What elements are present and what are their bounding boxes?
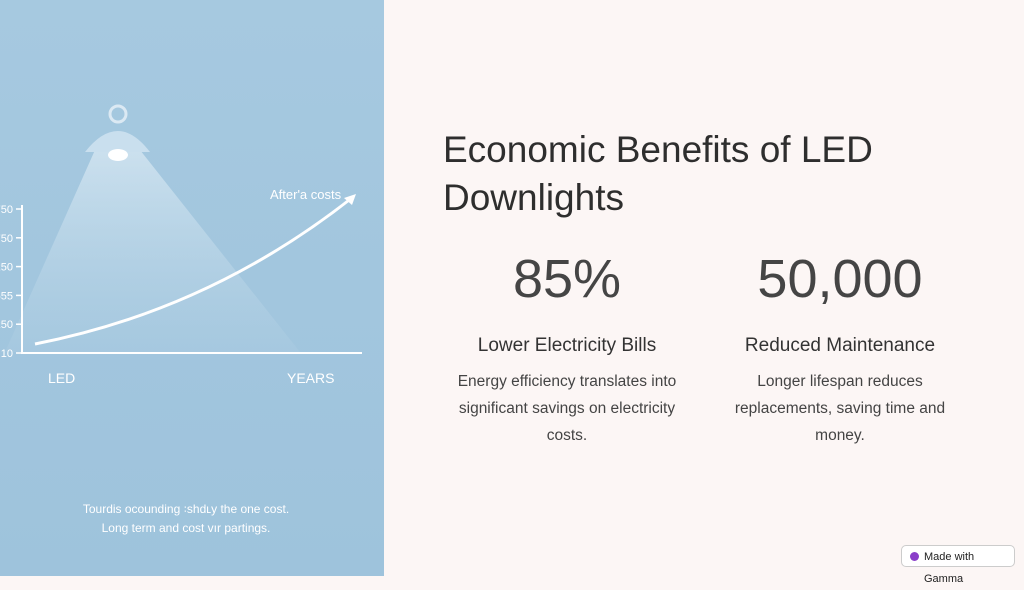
axis-label: LED [48, 370, 75, 386]
lamp-bulb [108, 149, 128, 161]
stat-label: Lower Electricity Bills [477, 335, 657, 356]
badge-icon [910, 552, 919, 561]
stat-description: Energy efficiency translates into signif… [457, 373, 677, 444]
tick-label: 250 [0, 262, 13, 274]
stat-value: 85% [512, 249, 622, 309]
stat-description: Longer lifespan reduces replacements, sa… [734, 373, 946, 444]
axis-label: YEARS [287, 370, 334, 386]
title: Economic Benefits of LED Downlights [443, 129, 873, 218]
light-cone [5, 150, 300, 352]
caption: Tourdis ocounding ꞉shdʟy the one cost. [83, 502, 289, 516]
badge[interactable]: Made with Gamma [901, 545, 1015, 585]
curve-label: After'a costs [270, 187, 342, 202]
tick-label: 555 [0, 290, 13, 302]
stat: 85% Lower Electricity Bills Energy effic… [437, 246, 697, 449]
lamp-hook [108, 104, 128, 124]
caption: Long term and cost vır partings. [102, 521, 271, 535]
cost-curve [34, 195, 354, 346]
tick-label: 10 [1, 348, 13, 360]
tick-label: 750 [0, 233, 13, 245]
lamp-shade [85, 131, 150, 152]
arrow-head [344, 194, 356, 205]
stat-value: 50,000 [757, 249, 923, 309]
illustration: 750 750 250 555 250 10 After'a costs LED YEAR… [0, 0, 384, 576]
badge-text: Made with Gamma [924, 551, 975, 585]
stat-label: Reduced Maintenance [744, 335, 936, 356]
stat: 50,000 Reduced Maintenance Longer lifesp… [710, 246, 970, 449]
tick-label: 250 [0, 319, 13, 331]
tick-label: 750 [0, 204, 13, 216]
